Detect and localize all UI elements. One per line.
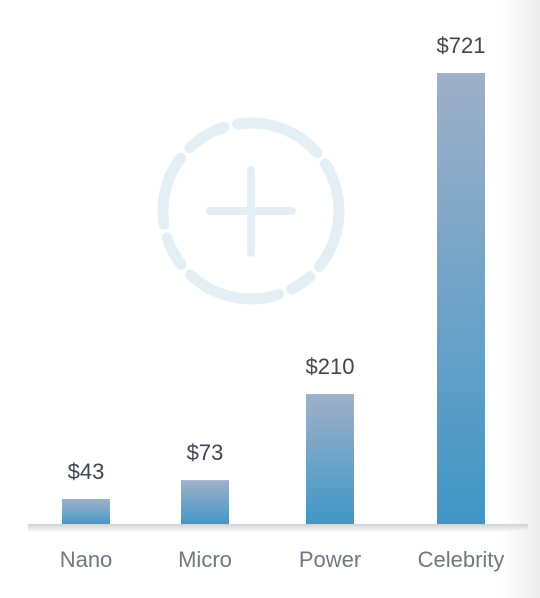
category-label-celebrity: Celebrity [418, 547, 505, 572]
bar-celebrity [437, 73, 485, 526]
bar-power [306, 394, 354, 526]
value-label-micro: $73 [187, 440, 224, 465]
category-label-power: Power [299, 547, 361, 572]
plus-circle-icon [157, 117, 345, 305]
value-label-celebrity: $721 [437, 33, 486, 58]
value-label-nano: $43 [68, 459, 105, 484]
category-label-nano: Nano [60, 547, 113, 572]
x-axis-baseline [28, 524, 528, 531]
bar-micro [181, 480, 229, 526]
bar-nano [62, 498, 110, 526]
value-label-power: $210 [306, 354, 355, 379]
category-label-micro: Micro [178, 547, 232, 572]
